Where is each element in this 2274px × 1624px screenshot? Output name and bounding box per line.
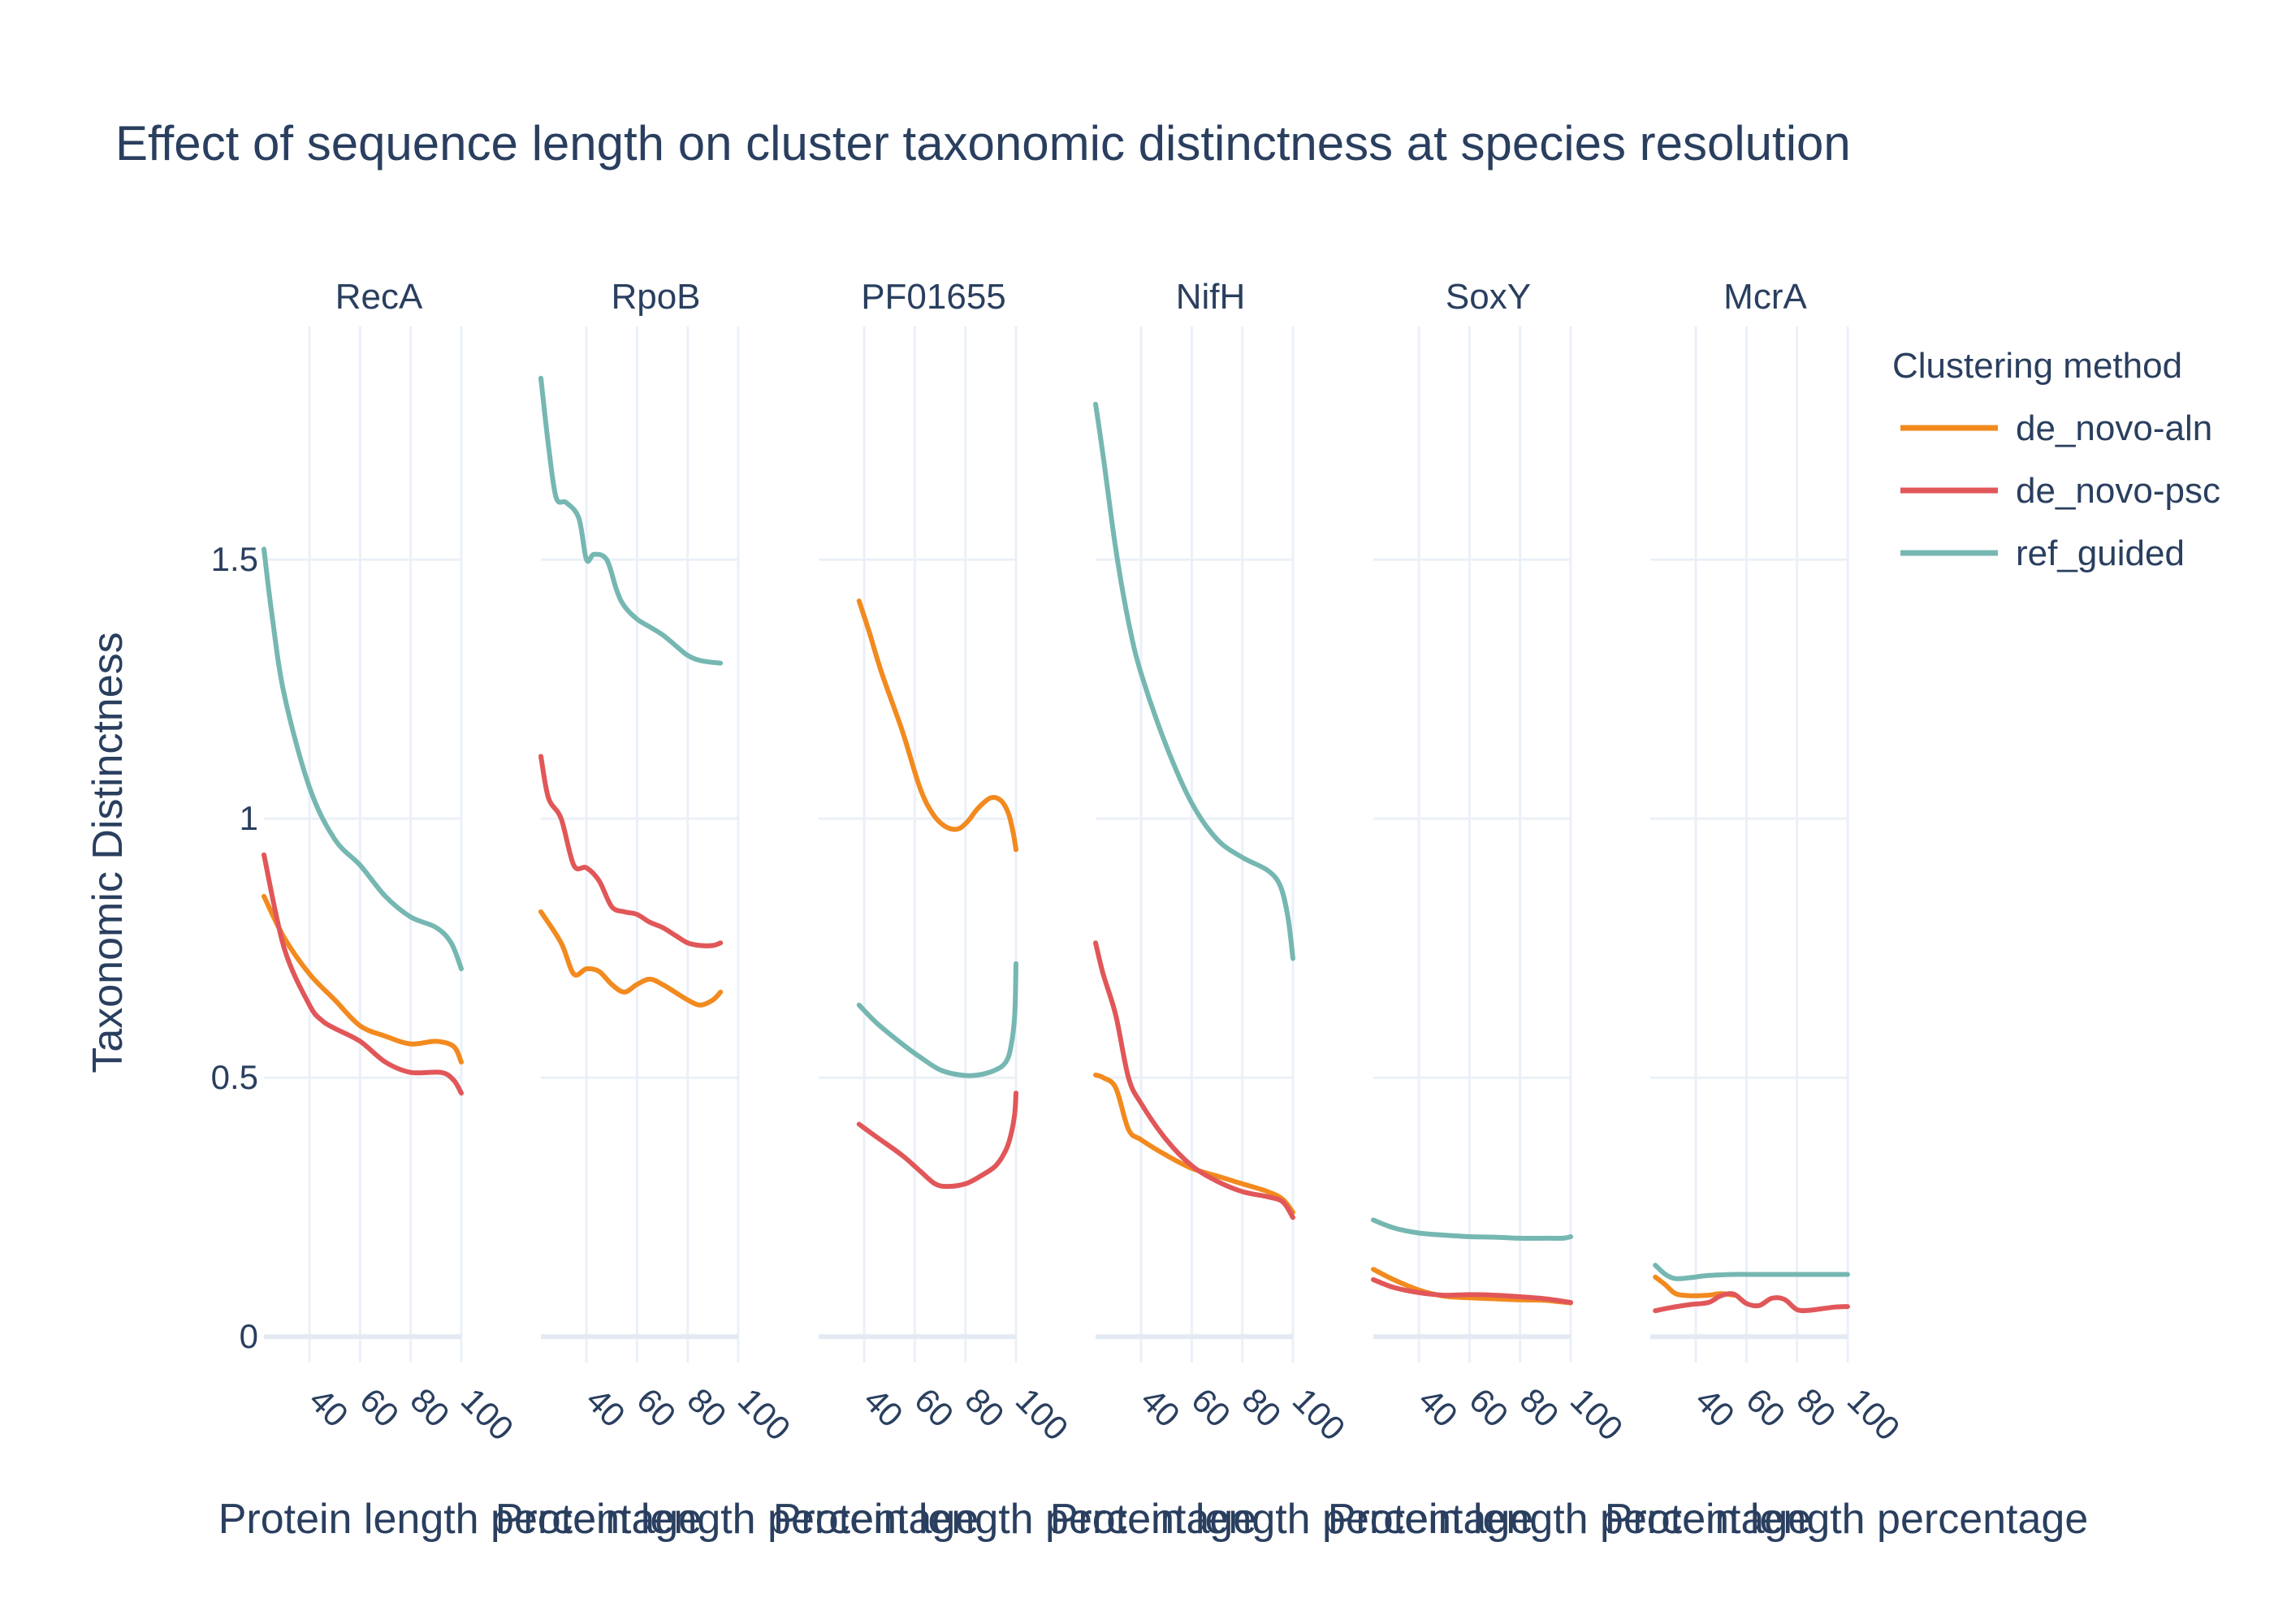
series-line-de_novo-aln — [856, 598, 1018, 853]
series-line-de_novo-aln — [1093, 1072, 1295, 1215]
series-line-ref_guided — [1653, 1263, 1850, 1281]
series-line-de_novo-psc — [856, 1091, 1018, 1190]
x-tick-label: 60 — [907, 1380, 961, 1434]
legend-item-de_novo-psc[interactable]: de_novo-psc — [1900, 471, 2220, 511]
x-axis-title: Protein length percentage — [1328, 1496, 1812, 1543]
x-tick-label: 100 — [1563, 1380, 1631, 1448]
series-line-ref_guided — [1371, 1217, 1573, 1242]
x-tick-label: 40 — [302, 1380, 356, 1434]
x-tick-label: 60 — [1739, 1380, 1792, 1434]
x-tick-label: 80 — [403, 1380, 456, 1434]
x-tick-label: 60 — [1184, 1380, 1238, 1434]
x-tick-label: 40 — [579, 1380, 633, 1434]
series-line-de_novo-psc — [262, 852, 464, 1096]
x-tick-label: 80 — [680, 1380, 733, 1434]
legend-label: de_novo-psc — [2016, 471, 2220, 511]
x-tick-label: 100 — [1840, 1380, 1908, 1448]
x-tick-label: 40 — [1688, 1380, 1742, 1434]
series-line-de_novo-psc — [538, 754, 724, 948]
x-axis-title: Protein length percentage — [1050, 1496, 1534, 1543]
legend-item-ref_guided[interactable]: ref_guided — [1900, 533, 2185, 573]
x-tick-label: 80 — [1789, 1380, 1843, 1434]
panel-title: McrA — [1723, 277, 1807, 317]
series-line-ref_guided — [1093, 401, 1295, 961]
legend[interactable]: Clustering method de_novo-aln de_novo-psc… — [1892, 346, 2220, 573]
x-tick-label: 40 — [1412, 1380, 1465, 1434]
chart-title: Effect of sequence length on cluster tax… — [115, 116, 1851, 171]
x-tick-label: 40 — [1134, 1380, 1187, 1434]
x-axis-title: Protein length percentage — [1605, 1496, 2089, 1543]
y-tick-label: 1.5 — [211, 540, 258, 578]
x-tick-label: 60 — [1462, 1380, 1515, 1434]
panel-title: PF01655 — [861, 277, 1006, 317]
legend-item-de_novo-aln[interactable]: de_novo-aln — [1900, 408, 2212, 448]
x-tick-label: 80 — [1234, 1380, 1288, 1434]
series-line-de_novo-psc — [1093, 940, 1295, 1220]
y-tick-label: 0 — [240, 1317, 258, 1355]
x-axis-title: Protein length percentage — [218, 1496, 703, 1543]
panel-title: RecA — [335, 277, 423, 317]
x-tick-label: 60 — [352, 1380, 406, 1434]
series-line-de_novo-psc — [1371, 1276, 1573, 1305]
x-tick-label: 100 — [454, 1380, 521, 1448]
legend-label: de_novo-aln — [2016, 408, 2212, 448]
x-tick-label: 60 — [629, 1380, 683, 1434]
series-line-ref_guided — [538, 375, 724, 666]
series-line-ref_guided — [262, 546, 464, 972]
y-axis-title: Taxonomic Distinctness — [84, 632, 132, 1073]
panel-title: NifH — [1176, 277, 1246, 317]
x-tick-label: 100 — [1286, 1380, 1353, 1448]
x-axis-title: Protein length percentage — [495, 1496, 979, 1543]
legend-title: Clustering method — [1892, 346, 2182, 386]
x-axis-title: Protein length percentage — [773, 1496, 1257, 1543]
x-tick-label: 100 — [731, 1380, 798, 1448]
x-tick-label: 80 — [1512, 1380, 1566, 1434]
series-line-de_novo-psc — [1653, 1291, 1850, 1314]
panel-title: SoxY — [1446, 277, 1531, 317]
x-tick-label: 100 — [1009, 1380, 1076, 1448]
panel-title: RpoB — [611, 277, 700, 317]
y-tick-label: 1 — [240, 799, 258, 837]
series-line-ref_guided — [856, 961, 1018, 1078]
series-line-de_novo-aln — [538, 909, 724, 1008]
y-tick-label: 0.5 — [211, 1058, 258, 1096]
x-tick-label: 40 — [857, 1380, 910, 1434]
legend-label: ref_guided — [2016, 533, 2185, 573]
x-tick-label: 80 — [958, 1380, 1011, 1434]
series-line-de_novo-aln — [262, 893, 464, 1065]
